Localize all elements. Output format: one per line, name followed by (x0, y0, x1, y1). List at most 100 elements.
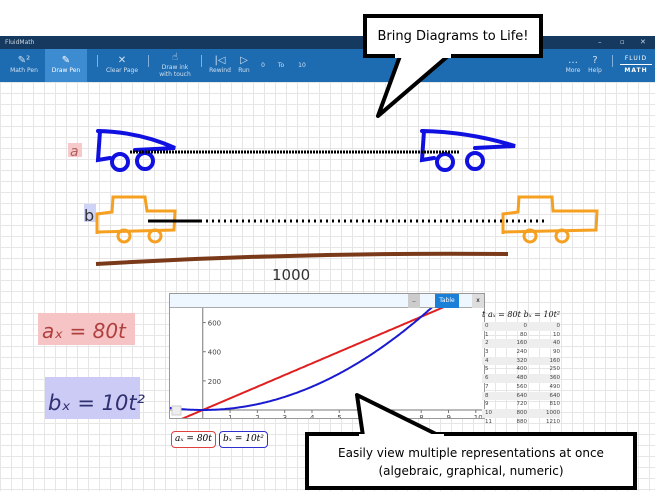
x-tick-label: 2 (255, 414, 259, 418)
car-a-end (419, 129, 516, 172)
legend-a[interactable]: aₓ = 80t (171, 431, 216, 448)
table-row: 10 800 1000 (482, 408, 560, 418)
table-header: aₓ = 80t (488, 310, 521, 319)
callout-bottom-line1: Easily view multiple representations at … (338, 446, 604, 460)
equation-a: aₓ = 80t (42, 319, 127, 343)
graph-titlebar: .. Table x (170, 294, 484, 308)
divider (97, 55, 98, 67)
table-cell: 6 (485, 375, 489, 382)
table-row: 2 160 40 (482, 339, 560, 349)
callout-bottom: Easily view multiple representations at … (305, 432, 637, 490)
ellipsis-icon: … (568, 55, 578, 66)
table-row: 1 80 10 (482, 331, 560, 340)
table-cell: 720 (516, 401, 528, 408)
help-button[interactable]: ? Help (586, 49, 604, 82)
callout-bottom-line2: (algebraic, graphical, numeric) (378, 464, 564, 478)
end-time-input[interactable]: 10 (298, 62, 306, 69)
math-pen-button[interactable]: ✎² Math Pen (5, 49, 43, 82)
series-line-a (169, 298, 462, 425)
table-cell: 160 (516, 340, 528, 347)
toolbar: ✎² Math Pen ✎ Draw Pen ✕ Clear Page ☝ Draw i… (0, 49, 655, 82)
table-row: 5 400 250 (482, 365, 560, 374)
to-label: To (277, 62, 285, 69)
eq-a-highlight (38, 313, 135, 345)
table-cell: 10 (553, 331, 560, 338)
label-a-highlight (68, 143, 82, 157)
drawing-canvas[interactable] (0, 82, 655, 491)
table-cell: 800 (516, 409, 528, 416)
table-header: bₓ = 10t² (523, 310, 560, 319)
table-cell: 7 (485, 383, 489, 390)
table-row: 9 720 810 (482, 400, 560, 409)
fluidmath-logo: FLUID MATH (620, 49, 652, 82)
table-row: 3 240 90 (482, 348, 560, 357)
table-cell: 250 (549, 366, 561, 373)
x-tick-label: 7 (392, 414, 396, 418)
y-tick-label: 200 (208, 378, 221, 386)
x-tick-label: 3 (283, 414, 287, 418)
car-b-end (501, 195, 599, 244)
table-cell: 640 (516, 392, 528, 399)
table-cell: 400 (516, 366, 528, 373)
close-button[interactable]: ✕ (640, 38, 646, 46)
table-cell: 9 (485, 401, 489, 408)
table-cell: 160 (549, 357, 561, 364)
clear-page-button[interactable]: ✕ Clear Page (103, 49, 141, 82)
x-tick-label: 9 (447, 414, 451, 418)
table-cell: 320 (516, 357, 528, 364)
graph-close-button[interactable]: x (472, 294, 484, 308)
pen-icon: ✎² (17, 55, 31, 66)
minimize-button[interactable]: – (598, 38, 602, 46)
table-cell: 490 (549, 383, 561, 390)
question-icon: ? (592, 55, 598, 66)
table-row: 0 0 0 (482, 322, 560, 331)
maximize-button[interactable]: ▫ (620, 38, 625, 46)
draw-pen-button[interactable]: ✎ Draw Pen (45, 49, 87, 82)
callout-top-text: Bring Diagrams to Life! (377, 29, 529, 44)
label-b-highlight (84, 204, 96, 222)
table-cell: 0 (523, 323, 528, 329)
draw-ink-touch-button[interactable]: ☝ Draw ink with touch (155, 49, 195, 82)
table-cell: 8 (485, 392, 489, 399)
run-button[interactable]: ▷ Run (235, 49, 253, 82)
table-cell: 90 (553, 349, 560, 356)
table-cell: 1000 (546, 409, 560, 416)
graph-window[interactable]: .. Table x 1 2 3 4 5 6 7 8 9 10 200 400 600 (169, 293, 485, 425)
table-cell: 880 (516, 418, 528, 425)
table-cell: 1 (485, 331, 489, 338)
app-title: FluidMath (5, 39, 35, 46)
table-cell: 3 (485, 349, 489, 356)
table-cell: 11 (485, 418, 492, 425)
more-button[interactable]: … More (563, 49, 583, 82)
legend-b[interactable]: bₓ = 10t² (219, 431, 268, 448)
table-cell: 1210 (546, 418, 560, 425)
table-cell: 240 (516, 349, 528, 356)
car-b-start (95, 195, 177, 244)
table-cell: 80 (520, 331, 527, 338)
table-cell: 0 (556, 323, 561, 329)
equation-b: bₓ = 10t² (48, 391, 146, 415)
touch-icon: ☝ (171, 52, 179, 63)
callout-top: Bring Diagrams to Life! (363, 14, 543, 58)
graph-menu-button[interactable]: .. (408, 294, 420, 308)
table-row: 6 480 360 (482, 374, 560, 383)
table-row: 11 880 1210 (482, 418, 560, 427)
divider (612, 55, 613, 67)
y-tick-label: 400 (208, 349, 221, 357)
table-cell: 560 (516, 383, 528, 390)
table-cell: 480 (516, 375, 528, 382)
series-line-b (169, 298, 441, 411)
table-row: 8 640 640 (482, 391, 560, 401)
table-button[interactable]: Table (435, 294, 459, 308)
pen-icon: ✎ (61, 55, 71, 66)
rewind-icon: |◁ (214, 55, 226, 66)
table-cell: 4 (485, 357, 489, 364)
table-row: 4 320 160 (482, 356, 561, 366)
table-cell: 40 (553, 340, 560, 347)
rewind-button[interactable]: |◁ Rewind (207, 49, 233, 82)
divider (148, 55, 149, 67)
table-header: t (482, 310, 486, 319)
start-time-input[interactable]: 0 (261, 62, 265, 69)
label-b: b (84, 206, 94, 225)
